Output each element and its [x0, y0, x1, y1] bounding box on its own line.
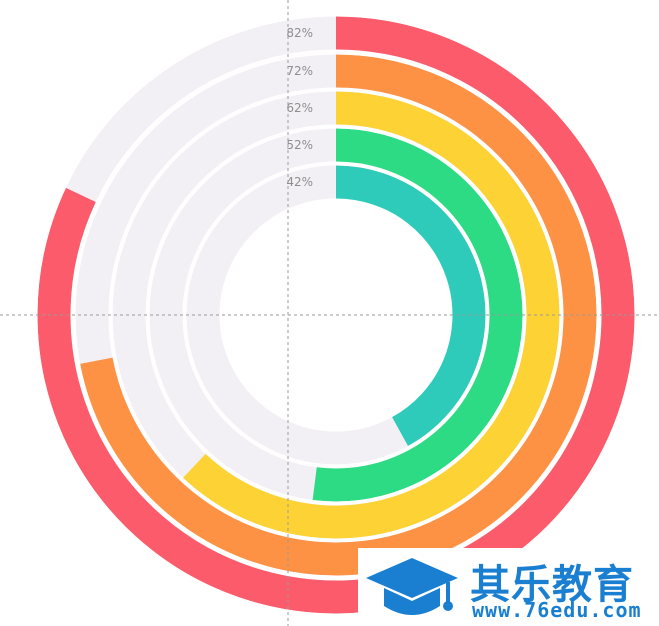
rings-group: [34, 13, 638, 617]
ring-label-1: 82%: [286, 26, 313, 40]
ring-bar-3: [183, 91, 560, 539]
ring-bar-4: [312, 128, 523, 502]
watermark-title: 其乐教育: [470, 562, 634, 608]
ring-label-3: 62%: [286, 101, 313, 115]
watermark-url: www.76edu.com: [472, 598, 642, 622]
graduation-cap-icon: [366, 558, 458, 615]
watermark: 其乐教育 www.76edu.com: [358, 548, 659, 626]
ring-label-4: 52%: [286, 138, 313, 152]
ring-label-5: 42%: [286, 175, 313, 189]
ring-bar-5: [335, 165, 486, 446]
labels-group: 82% 72% 62% 52% 42%: [286, 26, 313, 189]
ring-bar-2: [80, 54, 597, 576]
ring-label-2: 72%: [286, 64, 313, 78]
